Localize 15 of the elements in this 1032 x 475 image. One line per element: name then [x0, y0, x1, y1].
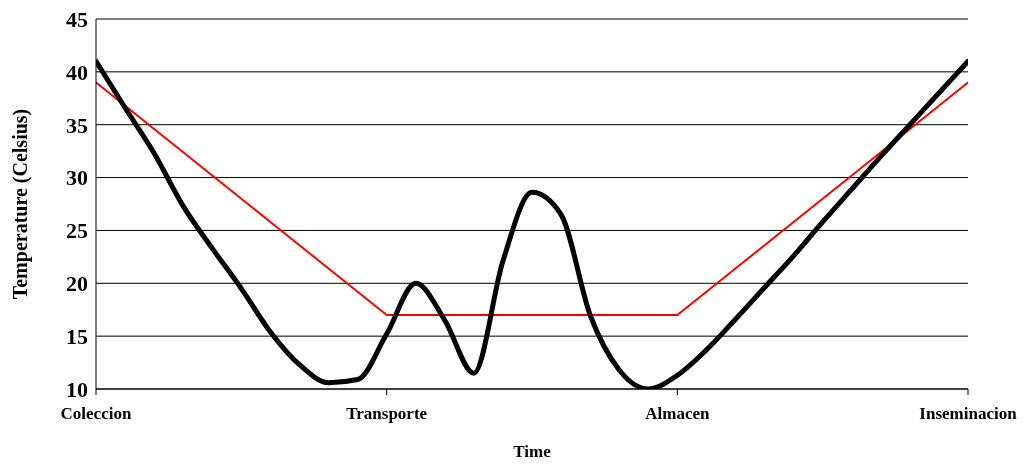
x-tick-label: Coleccion: [60, 404, 132, 424]
line-series: [96, 81, 968, 316]
y-tick-label: 10: [66, 376, 88, 402]
y-tick-label: 20: [66, 271, 88, 297]
x-tick-label: Almacen: [645, 404, 710, 424]
x-tick-label: Transporte: [346, 404, 428, 424]
y-tick-label: 30: [66, 165, 88, 191]
x-axis-title: Time: [513, 442, 552, 461]
x-tick-label: Inseminacion: [919, 404, 1018, 424]
y-tick-label: 15: [66, 323, 88, 349]
y-tick-label: 40: [66, 59, 88, 85]
y-tick-label: 25: [66, 218, 88, 244]
y-axis-title: Temperature (Celsius): [9, 108, 33, 300]
y-tick-label: 45: [66, 6, 88, 32]
y-tick-label: 35: [66, 112, 88, 138]
